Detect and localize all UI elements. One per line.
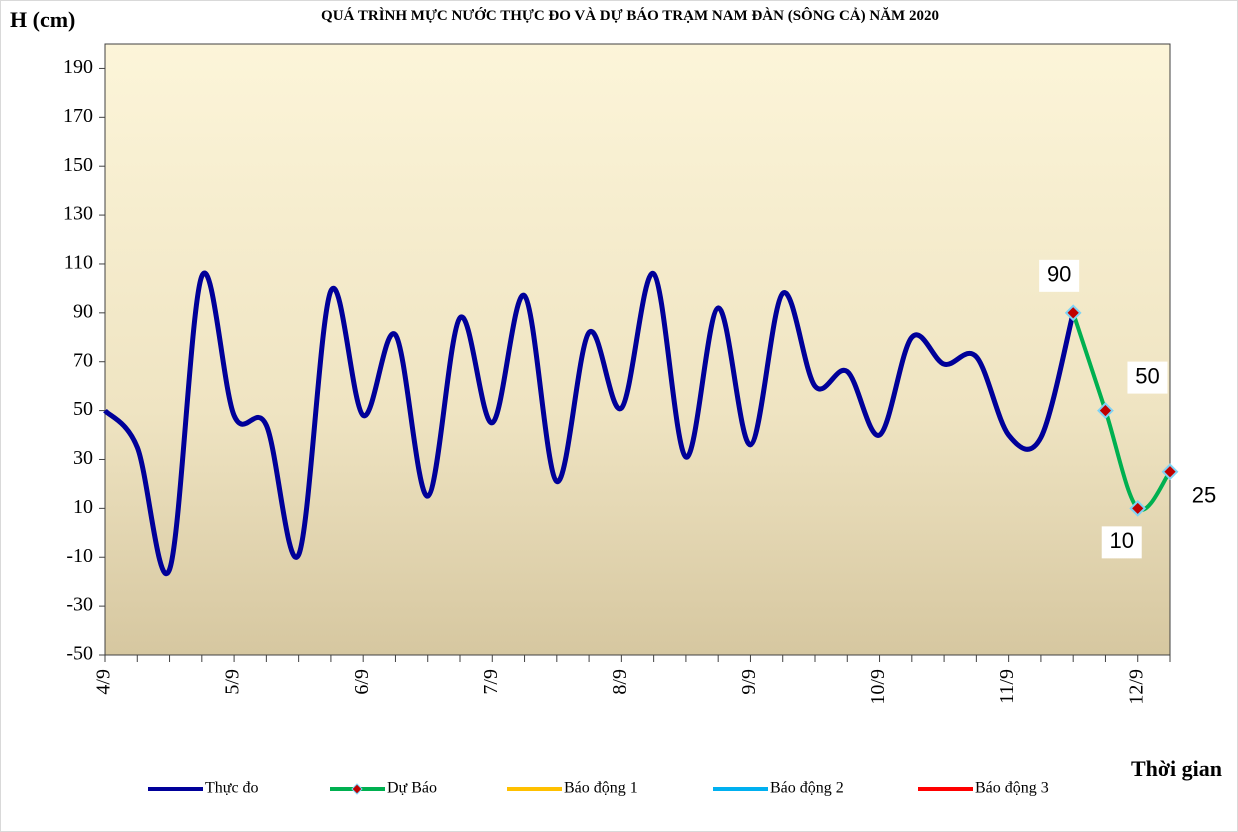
- marker: [1064, 304, 1082, 322]
- y-tick-label: 150: [63, 154, 93, 176]
- y-axis-label: H (cm): [10, 7, 75, 32]
- y-tick-label: 30: [73, 447, 93, 469]
- data-label-box: [1184, 480, 1224, 513]
- x-tick-label: 10/9: [867, 669, 889, 705]
- x-tick-label: 6/9: [351, 669, 373, 695]
- y-tick-label: 170: [63, 105, 93, 127]
- data-label: 10: [1109, 528, 1133, 553]
- legend-marker: [351, 783, 363, 795]
- chart-title: QUÁ TRÌNH MỰC NƯỚC THỰC ĐO VÀ DỰ BÁO TRẠ…: [321, 7, 939, 24]
- marker: [1129, 499, 1147, 517]
- x-axis-label: Thời gian: [1131, 756, 1222, 781]
- data-label: 90: [1047, 262, 1071, 287]
- y-tick-label: 90: [73, 300, 93, 322]
- data-label-box: [1101, 526, 1142, 559]
- y-tick-label: 110: [64, 252, 93, 274]
- y-tick-label: -30: [66, 594, 93, 616]
- y-tick-label: 50: [73, 398, 93, 420]
- marker: [1097, 402, 1114, 420]
- x-tick-label: 4/9: [93, 669, 115, 695]
- legend-label: Dự Báo: [387, 780, 437, 797]
- series-line: [103, 270, 1076, 576]
- x-tick-label: 8/9: [609, 669, 631, 695]
- x-tick-label: 7/9: [480, 669, 502, 695]
- x-tick-label: 5/9: [222, 669, 244, 695]
- x-tick-label: 11/9: [996, 669, 1018, 704]
- legend-label: Báo động 3: [975, 780, 1049, 797]
- legend-label: Báo động 2: [770, 780, 844, 797]
- y-tick-label: 70: [73, 349, 93, 371]
- data-label-box: [1039, 259, 1080, 292]
- data-label: 25: [1192, 483, 1216, 508]
- series-line: [1071, 312, 1172, 512]
- marker: [1161, 463, 1179, 481]
- data-label-box: [1127, 361, 1168, 394]
- y-tick-label: 10: [73, 496, 93, 518]
- y-tick-label: 190: [63, 56, 93, 78]
- data-label: 50: [1135, 363, 1159, 388]
- x-tick-label: 9/9: [738, 669, 760, 695]
- legend-label: Báo động 1: [564, 780, 638, 797]
- legend-label: Thực đo: [205, 780, 259, 797]
- x-tick-label: 12/9: [1125, 669, 1147, 705]
- y-tick-label: 130: [63, 203, 93, 225]
- y-tick-label: -10: [66, 545, 93, 567]
- y-tick-label: -50: [66, 643, 93, 665]
